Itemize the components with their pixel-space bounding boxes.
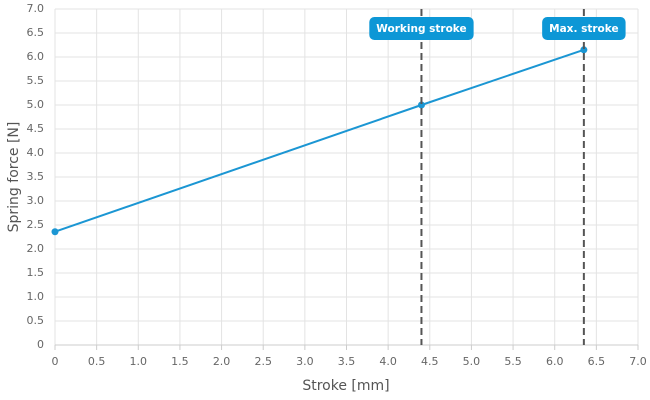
y-tick-label: 1.0	[27, 290, 45, 303]
y-tick-label: 4.0	[27, 146, 45, 159]
data-point	[580, 46, 588, 54]
y-tick-label: 6.0	[27, 50, 45, 63]
x-tick-label: 7.0	[629, 355, 647, 368]
x-tick-label: 6.0	[546, 355, 564, 368]
x-tick-label: 1.5	[171, 355, 189, 368]
y-tick-label: 2.0	[27, 242, 45, 255]
x-tick-label: 5.5	[504, 355, 522, 368]
y-tick-label: 0.5	[27, 314, 45, 327]
data-point	[51, 228, 59, 236]
y-tick-label: 5.0	[27, 98, 45, 111]
x-tick-label: 0.5	[88, 355, 106, 368]
y-tick-label: 5.5	[27, 74, 45, 87]
x-tick-label: 2.5	[254, 355, 272, 368]
y-tick-label: 3.5	[27, 170, 45, 183]
y-tick-label: 6.5	[27, 26, 45, 39]
y-axis-title: Spring force [N]	[6, 122, 22, 233]
x-tick-label: 1.0	[130, 355, 148, 368]
data-point	[417, 101, 425, 109]
y-tick-label: 1.5	[27, 266, 45, 279]
x-tick-label: 3.5	[338, 355, 356, 368]
marker-badge	[542, 17, 626, 40]
marker-badge	[369, 17, 474, 40]
x-tick-label: 2.0	[213, 355, 231, 368]
y-tick-label: 0	[37, 338, 44, 351]
series-line	[54, 48, 585, 233]
x-tick-label: 3.0	[296, 355, 314, 368]
y-tick-label: 2.5	[27, 218, 45, 231]
marker-label: Working stroke	[376, 23, 466, 35]
x-tick-label: 5.0	[463, 355, 481, 368]
x-tick-label: 4.5	[421, 355, 439, 368]
x-tick-label: 0	[52, 355, 59, 368]
x-axis-title: Stroke [mm]	[302, 378, 389, 394]
y-tick-label: 4.5	[27, 122, 45, 135]
marker-label: Max. stroke	[549, 23, 618, 35]
y-tick-label: 3.0	[27, 194, 45, 207]
y-tick-label: 7.0	[27, 2, 45, 15]
x-tick-label: 4.0	[379, 355, 397, 368]
x-tick-label: 6.5	[588, 355, 606, 368]
